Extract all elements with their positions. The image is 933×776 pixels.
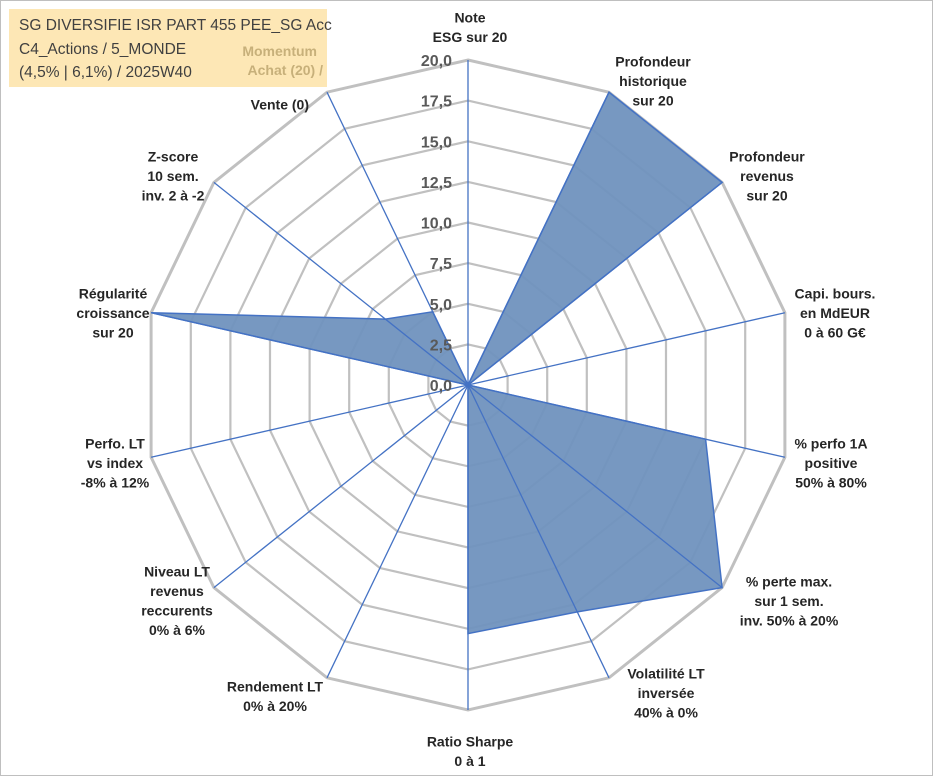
fund-category: C4_Actions / 5_MONDE xyxy=(19,41,187,58)
tick-label-7: 17,5 xyxy=(421,94,452,111)
tick-label-6: 15,0 xyxy=(421,134,452,151)
axis-label-12-line-1: 10 sem. xyxy=(147,168,198,184)
axis-label-8-line-0: Rendement LT xyxy=(227,679,324,695)
axis-spoke-9 xyxy=(213,384,469,589)
axis-label-momentum-line-2: Achat (20) / xyxy=(247,62,323,78)
axis-label-6-line-2: 40% à 0% xyxy=(634,705,698,721)
axis-spoke-12 xyxy=(213,181,469,386)
axis-spoke-8 xyxy=(326,384,469,679)
tick-label-1: 2,5 xyxy=(430,337,452,354)
axis-label-9-line-2: reccurents xyxy=(141,603,213,619)
fund-info-box: SG DIVERSIFIE ISR PART 455 PEE_SG Acc C4… xyxy=(9,9,332,87)
fund-stats: (4,5% | 6,1%) / 2025W40 xyxy=(19,64,192,81)
axis-label-1-line-2: sur 20 xyxy=(632,93,673,109)
axis-label-6-line-0: Volatilité LT xyxy=(627,666,705,682)
tick-label-0: 0,0 xyxy=(430,378,452,395)
axis-label-4-line-1: positive xyxy=(805,455,858,471)
axis-label-5-line-2: inv. 50% à 20% xyxy=(740,613,839,629)
fund-name: SG DIVERSIFIE ISR PART 455 PEE_SG Acc xyxy=(19,17,332,34)
tick-label-2: 5,0 xyxy=(430,297,452,314)
label-layer: Note ESG sur 20 Profondeur historique sur 20… xyxy=(76,10,875,770)
axis-label-0-line-0: Note xyxy=(454,10,485,26)
axis-label-5-line-1: sur 1 sem. xyxy=(754,593,823,609)
axis-label-9-line-3: 0% à 6% xyxy=(149,622,206,638)
series-layer xyxy=(150,91,724,635)
tick-layer: 0,0 2,5 5,0 7,5 10,0 12,5 15,0 17,5 20,0 xyxy=(421,53,452,395)
axis-spoke-10 xyxy=(150,384,469,458)
axis-label-momentum-line-1: Momentum xyxy=(242,43,317,59)
axis-label-0-line-1: ESG sur 20 xyxy=(433,29,508,45)
axis-spoke-11 xyxy=(150,312,469,386)
axis-label-11-line-1: croissance xyxy=(76,305,149,321)
axis-label-8-line-1: 0% à 20% xyxy=(243,698,307,714)
tick-label-8: 20,0 xyxy=(421,53,452,70)
axis-spoke-5 xyxy=(467,384,723,589)
axis-spoke-3 xyxy=(467,312,786,386)
series-area xyxy=(150,91,724,635)
axis-label-13-line-2: Vente (0) xyxy=(251,97,309,113)
axis-spoke-6 xyxy=(467,384,610,679)
axis-label-7-line-0: Ratio Sharpe xyxy=(427,734,514,750)
axis-label-11-line-2: sur 20 xyxy=(92,325,133,341)
axis-label-12-line-2: inv. 2 à -2 xyxy=(142,188,205,204)
axis-label-2-line-2: sur 20 xyxy=(746,188,787,204)
axis-label-11-line-0: Régularité xyxy=(79,286,148,302)
axis-spoke-2 xyxy=(467,181,723,386)
axis-label-9-line-1: revenus xyxy=(150,583,204,599)
axis-label-10-line-1: vs index xyxy=(87,455,143,471)
tick-label-3: 7,5 xyxy=(430,256,452,273)
axis-label-4-line-2: 50% à 80% xyxy=(795,475,867,491)
axis-label-7-line-1: 0 à 1 xyxy=(454,753,485,769)
spoke-layer xyxy=(150,60,786,710)
axis-label-4-line-0: % perfo 1A xyxy=(794,436,867,452)
axis-label-12-line-0: Z-score xyxy=(148,149,199,165)
axis-label-3-line-1: en MdEUR xyxy=(800,305,870,321)
axis-label-10-line-2: -8% à 12% xyxy=(81,475,150,491)
axis-label-3-line-2: 0 à 60 G€ xyxy=(804,325,866,341)
axis-spoke-4 xyxy=(467,384,786,458)
axis-label-3-line-0: Capi. bours. xyxy=(795,286,876,302)
axis-spoke-1 xyxy=(467,91,610,386)
axis-label-1-line-1: historique xyxy=(619,73,687,89)
axis-label-2-line-0: Profondeur xyxy=(729,149,805,165)
axis-label-1-line-0: Profondeur xyxy=(615,54,691,70)
tick-label-5: 12,5 xyxy=(421,175,452,192)
tick-label-4: 10,0 xyxy=(421,216,452,233)
axis-label-10-line-0: Perfo. LT xyxy=(85,436,145,452)
axis-label-5-line-0: % perte max. xyxy=(746,574,832,590)
axis-label-6-line-1: inversée xyxy=(638,685,695,701)
axis-label-2-line-1: revenus xyxy=(740,168,794,184)
axis-label-9-line-0: Niveau LT xyxy=(144,564,210,580)
axis-spoke-13 xyxy=(326,91,469,386)
